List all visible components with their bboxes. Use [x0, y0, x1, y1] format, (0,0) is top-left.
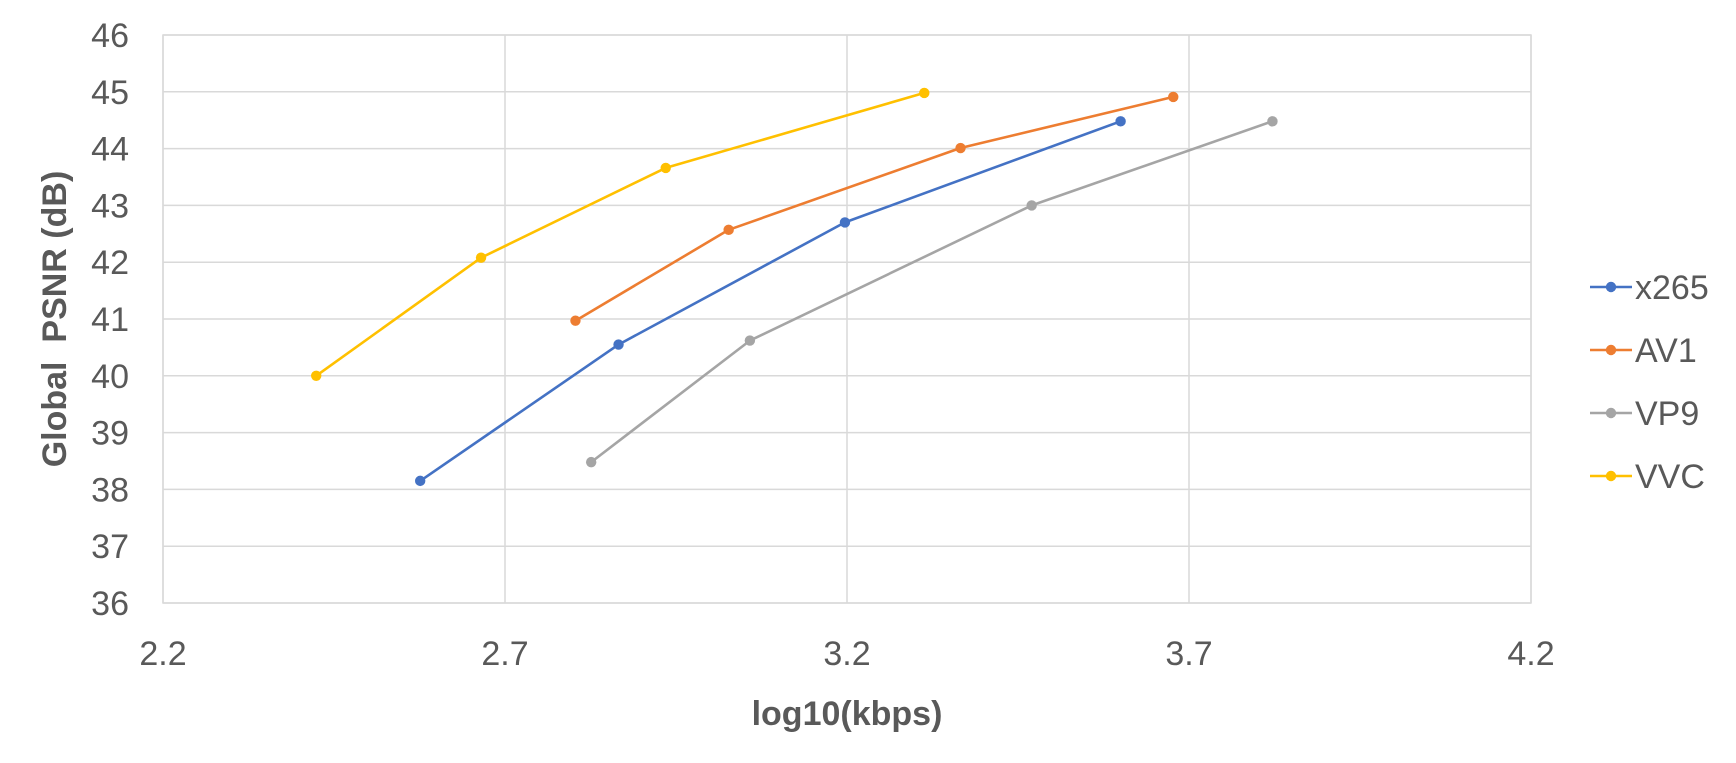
- data-point: [414, 475, 426, 487]
- data-point: [723, 224, 734, 236]
- x-tick-label: 2.7: [481, 635, 528, 673]
- x-tick-label: 3.2: [823, 635, 870, 673]
- legend-label: x265: [1635, 269, 1709, 307]
- x-tick-label: 4.2: [1507, 635, 1554, 673]
- legend-item-x265: x265: [1590, 269, 1709, 307]
- series-VVC: [311, 87, 930, 381]
- legend-marker: [1605, 470, 1617, 482]
- data-point: [955, 142, 966, 154]
- x-tick-label: 2.2: [139, 635, 186, 673]
- data-point: [613, 339, 624, 350]
- legend-marker: [1605, 344, 1617, 356]
- x-tick-label: 3.7: [1165, 635, 1212, 673]
- data-point: [660, 162, 671, 174]
- y-tick-label: 42: [91, 244, 129, 282]
- series-line: [574, 95, 1174, 322]
- y-tick-label: 43: [91, 187, 129, 225]
- y-tick-label: 39: [91, 415, 129, 453]
- legend-item-VP9: VP9: [1590, 395, 1699, 433]
- legend-label: AV1: [1635, 332, 1697, 370]
- data-point: [585, 456, 597, 468]
- x-axis-title: log10(kbps): [752, 695, 943, 733]
- series-line: [590, 120, 1273, 464]
- legend: x265 AV1 VP9 VVC: [1590, 269, 1709, 496]
- series-VP9: [585, 116, 1278, 468]
- y-tick-label: 40: [91, 358, 129, 396]
- y-tick-label: 36: [91, 585, 129, 623]
- data-point: [1115, 116, 1126, 127]
- legend-item-VVC: VVC: [1590, 458, 1705, 496]
- y-tick-label: 41: [91, 301, 129, 339]
- y-tick-label: 46: [91, 17, 129, 55]
- y-tick-label: 45: [91, 74, 129, 112]
- y-tick-label: 37: [91, 528, 129, 566]
- data-point: [1168, 91, 1179, 103]
- gridlines: [162, 34, 1532, 604]
- y-tick-label: 44: [91, 131, 129, 169]
- series-AV1: [570, 91, 1179, 326]
- tick-labels: 36 37 38 39 40 41 42 43 44 45 46 2.2 2.7 3.2 3.7 4.2: [91, 17, 1554, 673]
- legend-label: VP9: [1635, 395, 1699, 433]
- series-line: [419, 120, 1122, 482]
- data-point: [570, 315, 581, 326]
- legend-label: VVC: [1635, 458, 1705, 496]
- data-point: [919, 87, 930, 99]
- data-point: [1267, 116, 1278, 127]
- data-point: [1026, 200, 1037, 211]
- legend-item-AV1: AV1: [1590, 332, 1697, 370]
- data-point: [475, 252, 487, 263]
- series-lines: [311, 87, 1278, 487]
- series-line: [315, 91, 925, 377]
- data-point: [839, 217, 851, 228]
- legend-marker: [1605, 407, 1617, 419]
- data-point: [744, 335, 756, 346]
- plot-area-border: [162, 34, 1532, 604]
- data-point: [311, 370, 322, 381]
- y-axis-title: Global PSNR (dB): [36, 171, 74, 468]
- series-x265: [414, 116, 1126, 487]
- legend-marker: [1605, 281, 1617, 293]
- y-tick-label: 38: [91, 471, 129, 509]
